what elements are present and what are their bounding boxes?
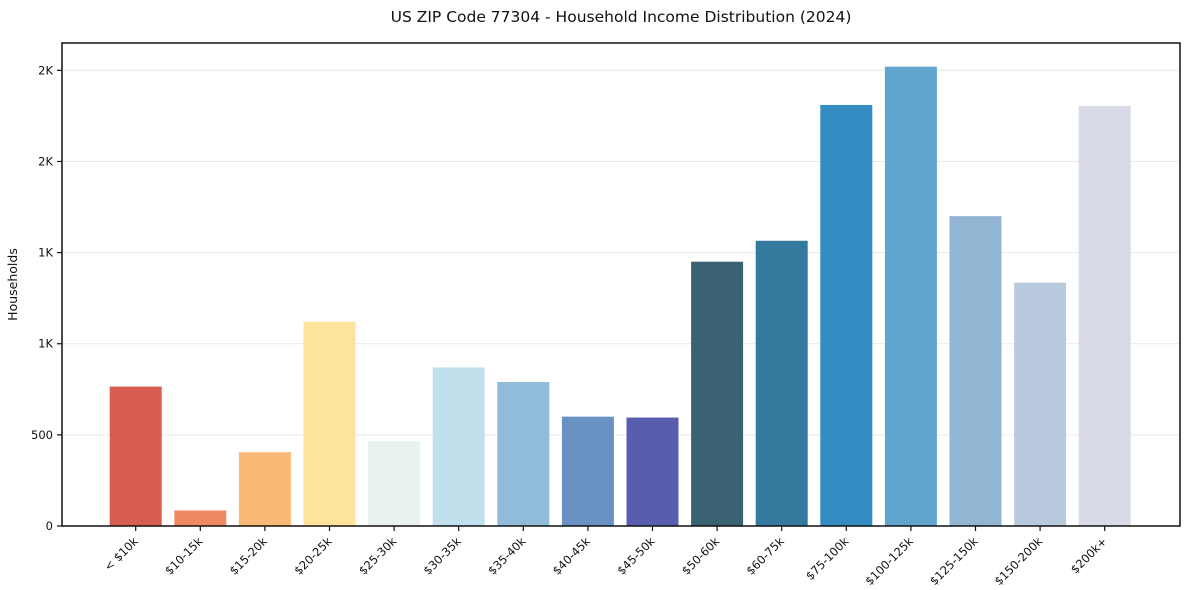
bar--60-75k xyxy=(755,240,808,527)
bar--15-20k xyxy=(238,452,291,526)
x-tick-label: < $10k xyxy=(101,534,141,574)
bar--50-60k xyxy=(691,261,744,526)
x-tick-label: $10-15k xyxy=(162,534,206,578)
x-tick-label: $30-35k xyxy=(420,534,464,578)
bar--10-15k xyxy=(174,510,227,526)
x-tick-label: $20-25k xyxy=(291,534,335,578)
bar--35-40k xyxy=(497,382,550,526)
x-tick-label: $35-40k xyxy=(485,534,529,578)
x-tick-label: $40-45k xyxy=(550,534,594,578)
bar--125-150k xyxy=(949,216,1002,526)
x-tick-label: $75-100k xyxy=(803,534,852,583)
plot-frame xyxy=(61,42,1181,527)
x-tick-label: $100-125k xyxy=(862,534,916,588)
x-tick-label: $150-200k xyxy=(991,534,1045,588)
y-tick-label: 2K xyxy=(38,63,53,77)
y-tick-label: 0 xyxy=(46,519,53,533)
y-tick-label: 1K xyxy=(38,337,53,351)
chart-title: US ZIP Code 77304 - Household Income Dis… xyxy=(390,8,852,26)
y-axis-label: Households xyxy=(5,248,20,321)
x-tick-label: $15-20k xyxy=(227,534,271,578)
bar--40-45k xyxy=(561,416,614,526)
bar--30-35k xyxy=(432,367,485,526)
y-tick-label: 500 xyxy=(31,428,53,442)
y-tick-label: 2K xyxy=(38,154,53,168)
bar--200k+ xyxy=(1078,105,1131,526)
x-tick-label: $25-30k xyxy=(356,534,400,578)
bar--10k xyxy=(109,386,162,526)
bar--25-30k xyxy=(368,441,421,526)
bar--75-100k xyxy=(820,104,873,526)
bar--150-200k xyxy=(1014,282,1067,526)
bar--20-25k xyxy=(303,321,356,526)
x-tick-label: $200k+ xyxy=(1068,534,1110,576)
x-tick-label: $125-150k xyxy=(927,534,981,588)
x-tick-label: $45-50k xyxy=(614,534,658,578)
y-tick-label: 1K xyxy=(38,246,53,260)
bar--100-125k xyxy=(884,66,937,526)
x-tick-label: $60-75k xyxy=(743,534,787,578)
x-tick-label: $50-60k xyxy=(679,534,723,578)
bar--45-50k xyxy=(626,417,679,526)
